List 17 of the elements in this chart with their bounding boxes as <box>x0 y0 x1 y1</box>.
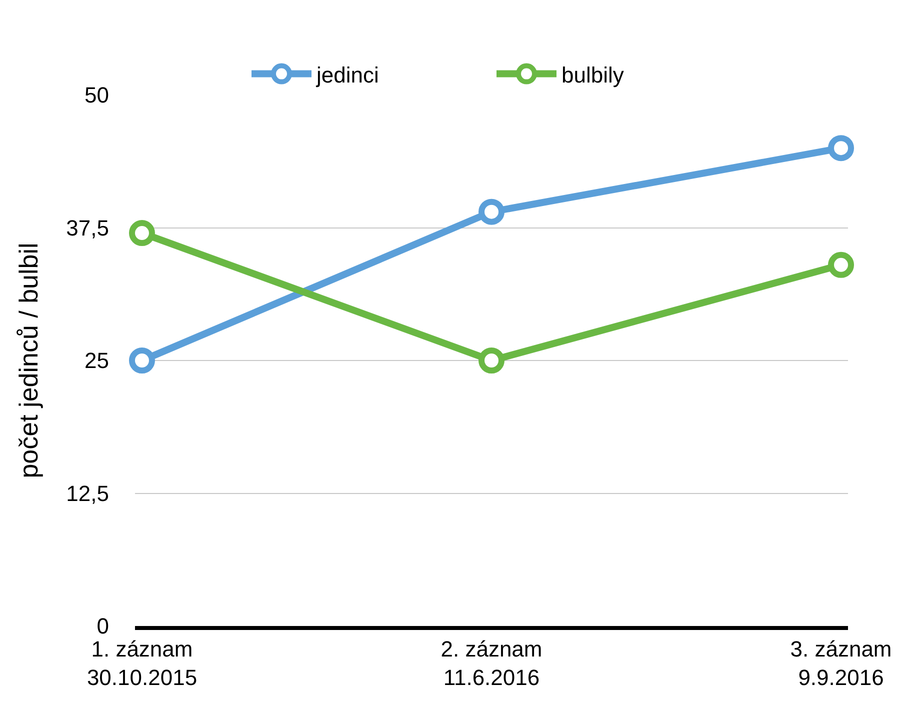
point <box>828 135 854 162</box>
y-axis-title: počet jedinců / bulbil <box>14 242 44 478</box>
x-tick-label: 3. záznam 9.9.2016 <box>790 636 892 690</box>
legend-label: jedinci <box>316 62 379 88</box>
point <box>129 348 155 374</box>
y-tick-label: 12,5 <box>66 480 109 506</box>
y-tick-label: 37,5 <box>66 215 109 240</box>
point <box>478 348 504 374</box>
y-tick-label: 25 <box>84 348 109 374</box>
x-tick-label: 2. záznam 11.6.2016 <box>440 636 542 690</box>
y-tick-label: 0 <box>96 614 109 639</box>
point <box>828 252 854 278</box>
point <box>478 198 504 225</box>
point <box>129 220 155 246</box>
legend-label: bulbily <box>562 62 624 88</box>
x-tick-label: 1. záznam 30.10.2015 <box>86 636 198 690</box>
y-tick-label: 50 <box>84 82 109 108</box>
